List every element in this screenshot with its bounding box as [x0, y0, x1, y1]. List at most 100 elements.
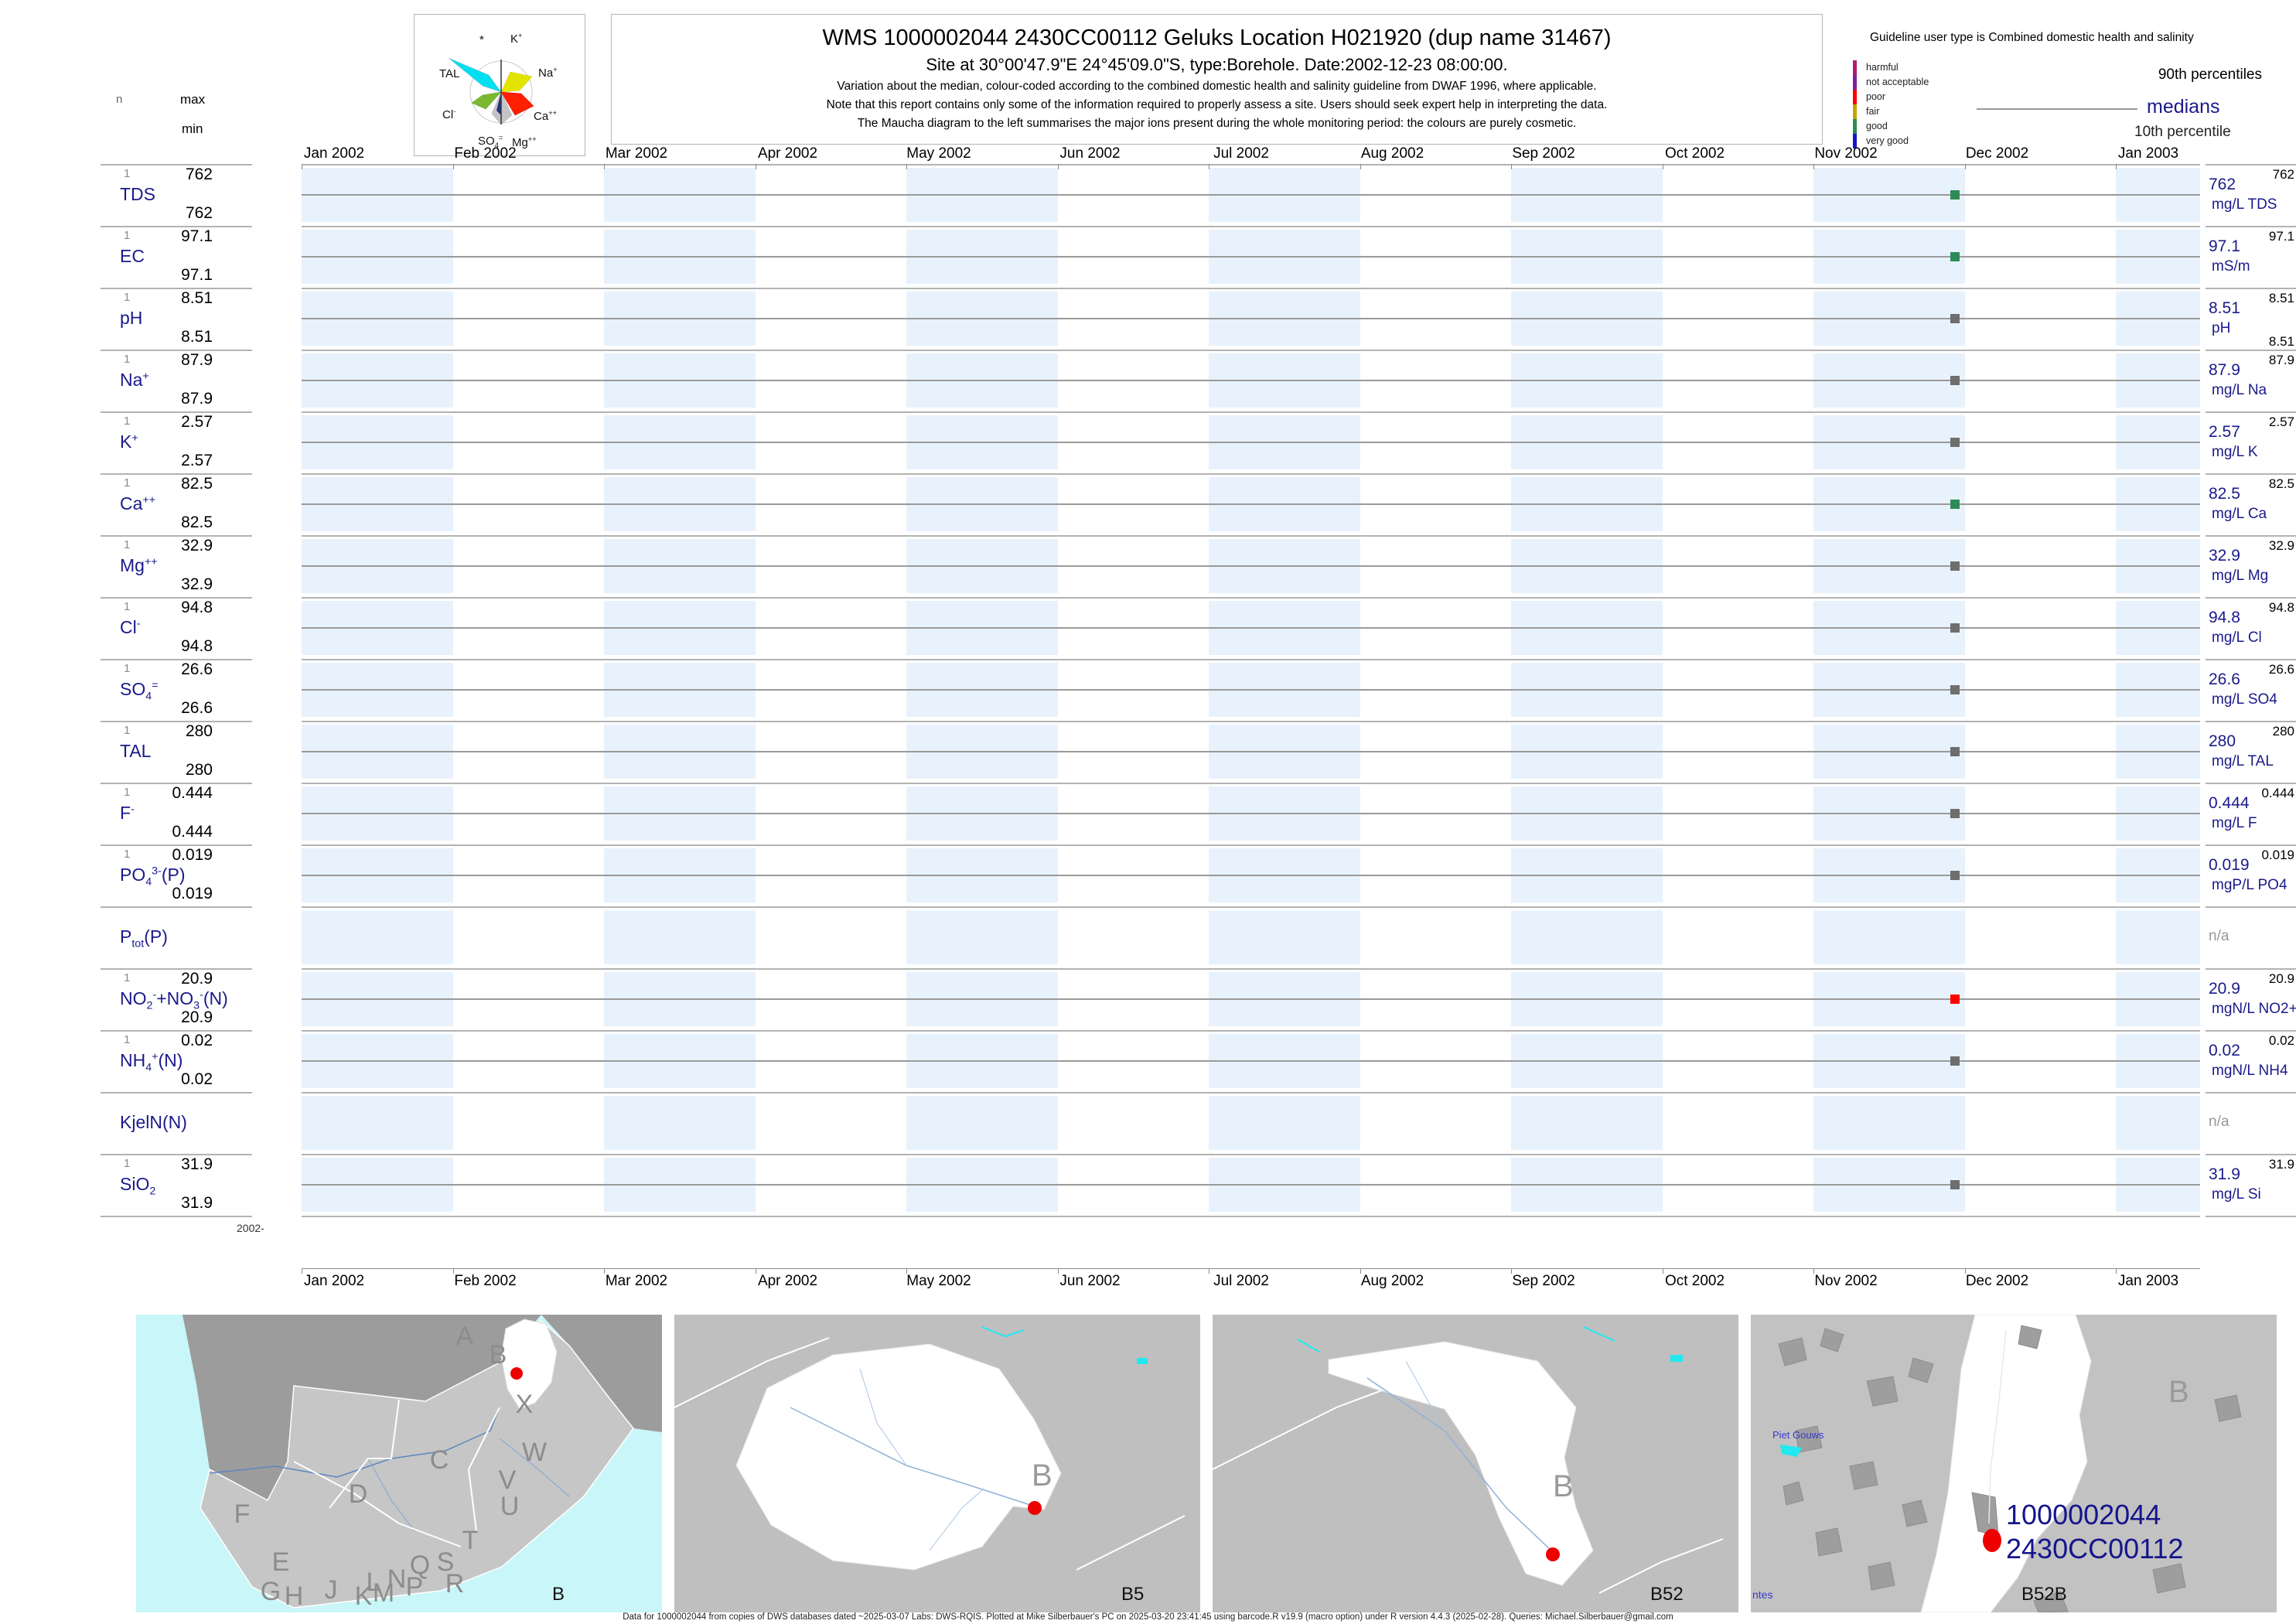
- guideline-class-swatch: [1853, 60, 1857, 75]
- sample-count: 1: [124, 167, 131, 180]
- maucha-label-calcium: Ca++: [534, 109, 558, 123]
- axis-tick: [1511, 1268, 1512, 1274]
- row-right-stats: 94.8 94.8 mg/L Cl: [2206, 597, 2296, 659]
- axis-tick: [2116, 1268, 2117, 1274]
- drainage-region-letter: X: [515, 1390, 534, 1419]
- max-value: 97.1: [181, 227, 213, 245]
- row-border-line: [302, 350, 2200, 351]
- month-label: Oct 2002: [1664, 1273, 1725, 1289]
- month-label: Dec 2002: [1965, 1273, 2029, 1289]
- row-plot-band: [302, 535, 2200, 597]
- month-label: Jun 2002: [1059, 1273, 1121, 1289]
- month-label: Sep 2002: [1512, 1273, 1575, 1289]
- determinand-name: SO4=: [120, 679, 159, 703]
- row-border-line: [302, 1154, 2200, 1155]
- map4-edge-label: ntes: [1752, 1588, 1773, 1601]
- axis-tick: [1360, 164, 1361, 169]
- axis-tick: [2116, 164, 2117, 169]
- maucha-label-sulphate: SO4=: [478, 134, 503, 149]
- month-label: Jun 2002: [1059, 145, 1121, 162]
- row-separator: [101, 473, 252, 475]
- place-name-label: Piet Gouws: [1772, 1429, 1824, 1441]
- sample-point: [1950, 190, 1960, 200]
- p90-value: 0.02: [2268, 1033, 2294, 1048]
- row-separator: [2206, 411, 2296, 413]
- median-value: 32.9: [2209, 547, 2240, 565]
- guideline-class-label: poor: [1866, 91, 1886, 102]
- unit-label: mg/L Si: [2212, 1186, 2261, 1203]
- note-maucha: The Maucha diagram to the left summarise…: [857, 117, 1577, 130]
- site-subtitle: Site at 30°00'47.9"E 24°45'09.0"S, type:…: [926, 55, 1508, 74]
- row-separator: [101, 350, 252, 351]
- month-label: Oct 2002: [1664, 145, 1725, 162]
- max-value: 0.019: [172, 846, 213, 864]
- sample-count: 1: [124, 1033, 131, 1046]
- month-stripe: [604, 910, 756, 964]
- median-line: [302, 318, 2200, 319]
- sample-count: 1: [124, 415, 131, 428]
- axis-tick: [1511, 164, 1512, 169]
- sample-point: [1950, 314, 1960, 323]
- median-line: [302, 813, 2200, 814]
- drainage-region-letter: N: [387, 1564, 407, 1594]
- row-right-stats: 280 280 mg/L TAL: [2206, 721, 2296, 783]
- medians-caption: medians: [2147, 96, 2220, 118]
- sample-count: 1: [124, 476, 131, 490]
- row-separator: [101, 164, 252, 165]
- row-separator: [101, 906, 252, 908]
- month-stripe: [1209, 910, 1360, 964]
- maucha-diagram-box: * K+ TAL Na+ Cl- Ca++ SO4= Mg++: [414, 14, 585, 156]
- row-separator: [101, 1092, 252, 1093]
- title-box: WMS 1000002044 2430CC00112 Geluks Locati…: [611, 14, 1823, 145]
- median-line: [302, 503, 2200, 505]
- drainage-region-letter: B: [489, 1340, 507, 1370]
- row-separator: [101, 844, 252, 846]
- row-left-labels: F- 1 0.444 0.444: [101, 783, 217, 844]
- drainage-region-letter: Q: [409, 1551, 431, 1580]
- axis-tick: [604, 1268, 605, 1274]
- median-line: [302, 256, 2200, 258]
- median-line: [302, 751, 2200, 752]
- max-value: 2.57: [181, 413, 213, 431]
- row-border-line: [302, 1092, 2200, 1093]
- guideline-title: Guideline user type is Combined domestic…: [1870, 31, 2194, 44]
- row-separator: [101, 226, 252, 227]
- row-separator: [2206, 473, 2296, 475]
- row-separator: [101, 968, 252, 970]
- row-separator: [2206, 968, 2296, 970]
- station-code-label: 2430CC00112: [2006, 1533, 2184, 1564]
- map3-corner-label: B52: [1650, 1584, 1684, 1605]
- p90-value: 82.5: [2268, 476, 2294, 491]
- sample-point: [1950, 376, 1960, 385]
- note-variation: Variation about the median, colour-coded…: [837, 80, 1597, 93]
- sample-count: 1: [124, 229, 131, 242]
- guideline-class-label: harmful: [1866, 62, 1899, 73]
- unit-label: mgN/L NO2+3: [2212, 1001, 2296, 1017]
- row-plot-band: [302, 350, 2200, 411]
- row-right-stats: 31.9 31.9 mg/L Si: [2206, 1154, 2296, 1216]
- note-disclaimer: Note that this report contains only some…: [826, 98, 1608, 111]
- station-id-label: 1000002044: [2006, 1499, 2161, 1530]
- min-value: 280: [185, 761, 213, 779]
- not-available-value: n/a: [2209, 1114, 2229, 1130]
- median-value: 20.9: [2209, 980, 2240, 998]
- row-separator: [2206, 1154, 2296, 1155]
- max-value: 26.6: [181, 660, 213, 678]
- row-plot-band: [302, 721, 2200, 783]
- p90-value: 87.9: [2268, 353, 2294, 367]
- row-separator: [2206, 1216, 2296, 1217]
- median-value: 31.9: [2209, 1165, 2240, 1183]
- row-plot-band: [302, 164, 2200, 226]
- row-plot-band: [302, 783, 2200, 844]
- axis-tick: [604, 164, 605, 169]
- row-right-stats: n/a: [2206, 906, 2296, 968]
- max-value: 32.9: [181, 537, 213, 554]
- sample-count: 1: [124, 662, 131, 675]
- sample-count: 1: [124, 971, 131, 984]
- row-separator: [101, 411, 252, 413]
- axis-tick: [1057, 164, 1059, 169]
- month-label: Aug 2002: [1360, 1273, 1424, 1289]
- map4-region-letter: B: [2168, 1375, 2189, 1409]
- column-header-max: max: [180, 92, 206, 107]
